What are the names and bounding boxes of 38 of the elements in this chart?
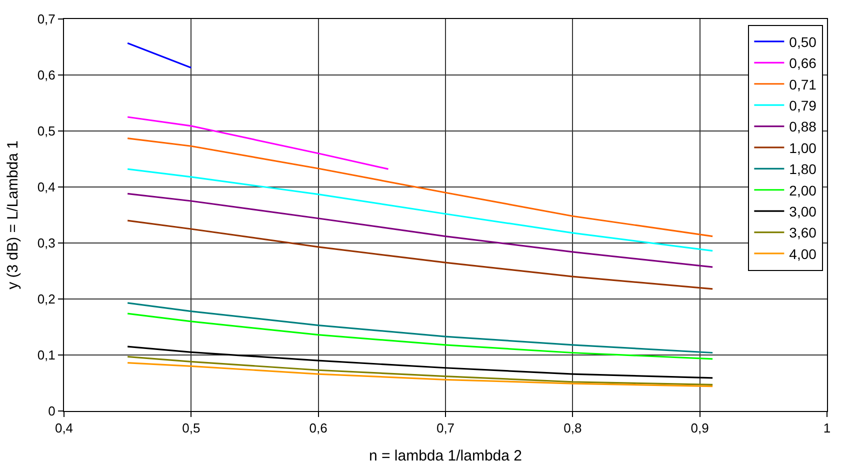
x-tick-label: 0,5 <box>182 420 200 436</box>
y-tick-label: 0,7 <box>37 12 56 27</box>
legend-label: 0,71 <box>789 76 817 92</box>
line-series <box>126 346 714 379</box>
x-axis-title: n = lambda 1/lambda 2 <box>368 448 522 465</box>
y-axis-title: y (3 dB) = L/Lambda 1 <box>4 140 22 290</box>
line-series <box>126 116 390 170</box>
y-tick-label: 0,1 <box>37 348 56 363</box>
line-series <box>126 137 714 238</box>
legend-label: 4,00 <box>789 246 817 262</box>
line-series <box>126 302 714 354</box>
y-tick-label: 0,6 <box>37 68 56 83</box>
y-tick-label: 0,3 <box>37 236 56 251</box>
legend-label: 3,00 <box>789 204 817 220</box>
x-tick-label: 0,8 <box>564 420 582 436</box>
legend-label: 0,79 <box>789 98 817 114</box>
legend-label: 0,66 <box>789 55 817 72</box>
x-tick-label: 1 <box>823 420 831 436</box>
y-tick-label: 0,4 <box>37 180 56 195</box>
y-tick-label: 0,5 <box>37 124 56 139</box>
y-tick-label: 0,2 <box>37 292 56 307</box>
legend-label: 1,80 <box>789 161 817 178</box>
legend-label: 1,00 <box>789 140 817 156</box>
line-series <box>126 362 714 388</box>
legend-label: 0,50 <box>789 34 817 50</box>
x-tick-label: 0,9 <box>690 420 709 436</box>
line-series <box>126 312 714 360</box>
line-series <box>126 192 714 268</box>
legend-label: 2,00 <box>789 182 817 198</box>
x-tick-label: 0,7 <box>436 420 455 436</box>
legend-label: 0,88 <box>789 118 817 135</box>
line-series <box>126 168 714 252</box>
x-tick-label: 0,4 <box>54 420 74 436</box>
line-series <box>126 220 714 290</box>
x-tick-label: 0,6 <box>309 420 328 436</box>
line-series <box>126 356 714 386</box>
y-tick-label: 0 <box>48 404 56 419</box>
legend-label: 3,60 <box>789 224 817 241</box>
